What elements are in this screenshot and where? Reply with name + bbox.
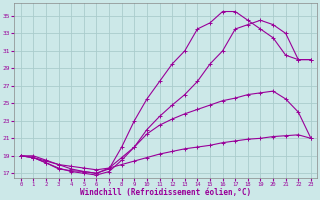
X-axis label: Windchill (Refroidissement éolien,°C): Windchill (Refroidissement éolien,°C)	[80, 188, 252, 197]
